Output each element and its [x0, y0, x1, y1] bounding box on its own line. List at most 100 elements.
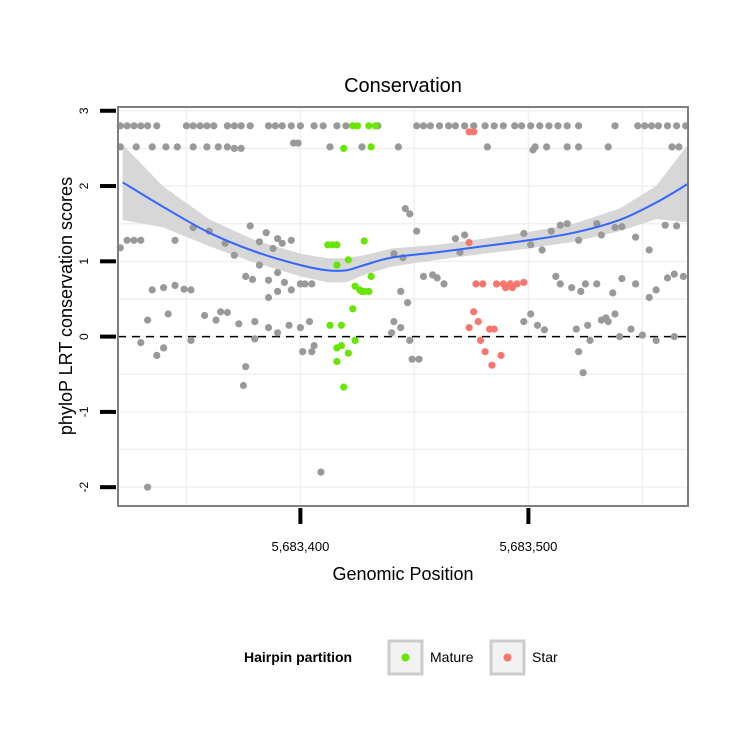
- confidence-band: [122, 144, 689, 283]
- point-other: [575, 143, 583, 151]
- point-other: [358, 143, 366, 151]
- point-mature: [360, 237, 368, 245]
- point-star: [472, 280, 480, 288]
- point-mature: [353, 122, 361, 130]
- point-other: [579, 369, 587, 377]
- point-other: [287, 122, 295, 130]
- point-other: [189, 122, 197, 130]
- point-other: [604, 318, 612, 326]
- point-other: [264, 122, 273, 130]
- point-other: [577, 287, 585, 295]
- point-other: [597, 231, 606, 239]
- point-other: [520, 229, 528, 238]
- point-other: [572, 325, 580, 333]
- point-other: [568, 284, 576, 292]
- point-other: [160, 344, 168, 352]
- point-other: [264, 324, 273, 332]
- point-mature: [333, 261, 341, 269]
- point-other: [511, 122, 519, 130]
- point-other: [632, 280, 640, 288]
- point-other: [586, 336, 594, 344]
- point-other: [132, 143, 140, 151]
- point-other: [451, 235, 459, 243]
- point-other: [317, 468, 325, 476]
- point-other: [246, 122, 254, 130]
- point-mature: [358, 287, 366, 295]
- point-other: [255, 261, 263, 269]
- point-other: [563, 143, 571, 151]
- x-tick-label: 5,683,500: [499, 539, 557, 554]
- point-other: [305, 318, 314, 326]
- point-other: [413, 122, 421, 130]
- point-other: [527, 241, 535, 249]
- point-star: [479, 280, 487, 288]
- point-other: [593, 280, 601, 288]
- point-other: [604, 143, 612, 151]
- point-other: [296, 122, 304, 130]
- point-other: [647, 122, 656, 130]
- point-other: [223, 122, 231, 130]
- point-other: [419, 272, 428, 280]
- point-other: [397, 287, 405, 295]
- point-mature: [367, 272, 375, 280]
- point-other: [654, 122, 663, 130]
- point-other: [173, 143, 181, 151]
- point-other: [632, 233, 640, 241]
- point-other: [274, 329, 282, 337]
- point-other: [308, 348, 316, 356]
- point-other: [645, 246, 653, 254]
- point-other: [182, 122, 190, 130]
- legend-title: Hairpin partition: [244, 649, 352, 665]
- point-other: [668, 143, 676, 151]
- point-other: [406, 210, 414, 218]
- point-other: [171, 236, 179, 244]
- point-star: [470, 308, 478, 316]
- point-mature: [372, 122, 380, 130]
- point-other: [203, 122, 211, 130]
- point-other: [611, 223, 619, 232]
- point-other: [310, 122, 318, 130]
- point-other: [518, 122, 526, 130]
- legend: Hairpin partition Mature Star: [244, 639, 558, 676]
- point-other: [556, 221, 564, 229]
- point-other: [230, 144, 238, 152]
- y-axis-label: phyloP LRT conservation scores: [56, 177, 76, 435]
- point-other: [536, 122, 544, 130]
- point-other: [652, 336, 660, 344]
- point-star: [508, 284, 516, 292]
- point-mature: [337, 321, 345, 329]
- point-other: [538, 246, 546, 254]
- point-other: [461, 231, 469, 239]
- point-mature: [344, 349, 352, 357]
- point-other: [299, 348, 307, 356]
- point-mature: [365, 287, 373, 295]
- point-other: [575, 122, 583, 130]
- point-other: [415, 355, 423, 363]
- point-mature: [344, 256, 352, 264]
- point-other: [130, 236, 138, 244]
- point-other: [153, 122, 161, 130]
- plot-area: [116, 106, 690, 507]
- point-other: [246, 222, 254, 230]
- point-star: [481, 348, 489, 356]
- point-mature: [349, 305, 357, 313]
- point-other: [408, 355, 416, 363]
- chart-title: Conservation: [344, 75, 462, 97]
- point-other: [237, 122, 245, 130]
- legend-label-mature: Mature: [430, 649, 474, 665]
- point-other: [144, 483, 152, 491]
- point-mature: [365, 122, 373, 130]
- point-other: [137, 339, 145, 347]
- point-mature: [333, 357, 341, 366]
- point-other: [123, 122, 131, 130]
- point-other: [271, 122, 279, 130]
- point-other: [419, 122, 428, 130]
- smooth-trend-line: [122, 181, 689, 272]
- point-other: [308, 280, 316, 288]
- point-star: [492, 280, 501, 288]
- point-other: [237, 144, 245, 152]
- point-other: [556, 280, 564, 288]
- point-mature: [333, 344, 341, 352]
- point-other: [673, 222, 681, 230]
- point-other: [294, 139, 302, 147]
